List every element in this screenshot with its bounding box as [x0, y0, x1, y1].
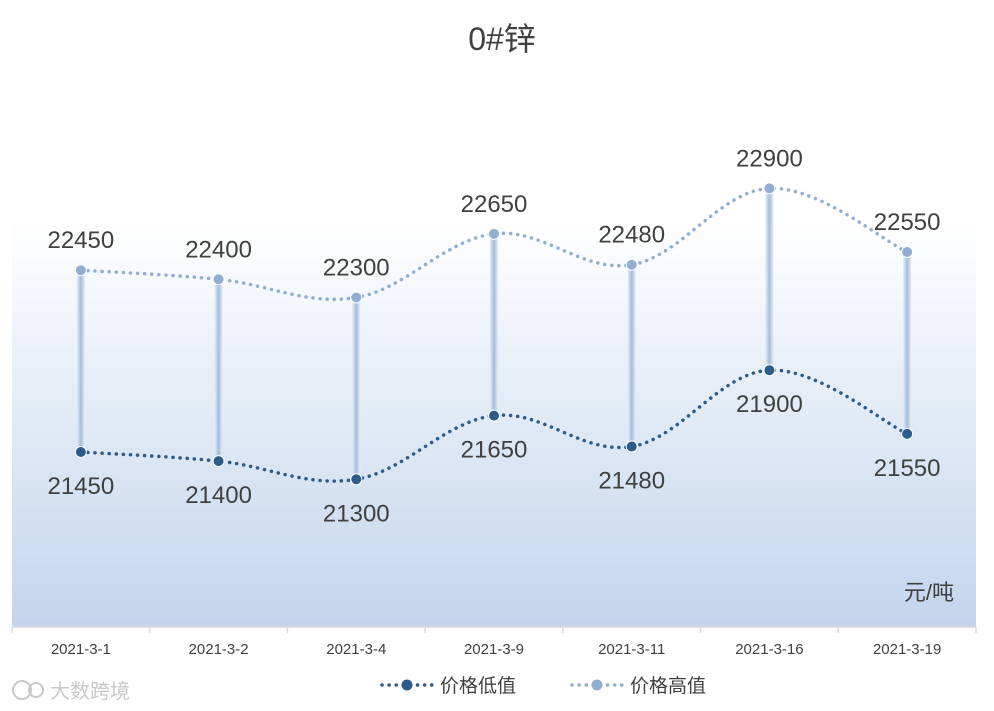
marker-low	[901, 427, 914, 440]
data-label-high: 22650	[461, 191, 528, 218]
legend-marker-icon	[591, 679, 603, 691]
data-label-low: 21300	[323, 500, 390, 527]
unit-label: 元/吨	[904, 580, 954, 605]
legend-label: 价格高值	[630, 675, 706, 697]
legend-item-low: 价格低值	[380, 675, 516, 697]
marker-high	[625, 258, 638, 271]
high-low-line	[76, 270, 85, 452]
marker-low	[763, 364, 776, 377]
x-tick-label: 2021-3-2	[189, 641, 249, 658]
x-tick-label: 2021-3-4	[326, 641, 386, 658]
watermark-logo-icon	[12, 680, 32, 700]
data-label-low: 21480	[598, 468, 665, 495]
high-low-line	[765, 188, 774, 371]
high-low-line	[352, 297, 361, 480]
high-low-line	[903, 252, 912, 434]
x-tick-label: 2021-3-19	[873, 641, 941, 658]
marker-high	[488, 227, 500, 240]
high-low-line	[214, 279, 223, 462]
data-label-high: 22900	[736, 145, 803, 172]
marker-low	[74, 446, 87, 458]
x-tick-label: 2021-3-11	[598, 641, 665, 658]
marker-high	[212, 273, 225, 286]
legend: 价格低值 价格高值	[380, 675, 706, 697]
marker-low	[488, 409, 500, 422]
data-label-high: 22480	[598, 222, 665, 249]
legend-label: 价格低值	[440, 675, 516, 697]
marker-high	[74, 264, 87, 277]
data-label-low: 21650	[461, 437, 528, 464]
marker-high	[901, 246, 914, 259]
marker-low	[625, 440, 638, 453]
x-tick-label: 2021-3-9	[464, 641, 524, 658]
data-label-high: 22400	[185, 236, 252, 263]
data-label-low: 21900	[736, 391, 803, 418]
marker-high	[350, 291, 363, 304]
marker-low	[212, 455, 225, 468]
data-label-low: 21550	[874, 455, 941, 482]
data-label-high: 22450	[47, 227, 114, 254]
x-tick-label: 2021-3-1	[51, 641, 111, 658]
marker-high	[763, 182, 776, 195]
watermark: 大数跨境	[12, 680, 130, 703]
legend-item-high: 价格高值	[570, 675, 706, 697]
data-label-high: 22300	[323, 254, 390, 281]
data-label-low: 21400	[185, 482, 252, 509]
chart-title: 0#锌	[468, 21, 536, 57]
x-tick-label: 2021-3-16	[735, 641, 803, 658]
watermark-text: 大数跨境	[50, 680, 130, 703]
watermark-logo-ring-icon	[28, 682, 44, 698]
marker-low	[350, 473, 363, 486]
high-low-line	[627, 264, 636, 447]
data-label-low: 21450	[47, 473, 114, 500]
data-label-high: 22550	[874, 209, 941, 236]
high-low-line	[490, 233, 498, 416]
legend-marker-icon	[401, 679, 413, 691]
